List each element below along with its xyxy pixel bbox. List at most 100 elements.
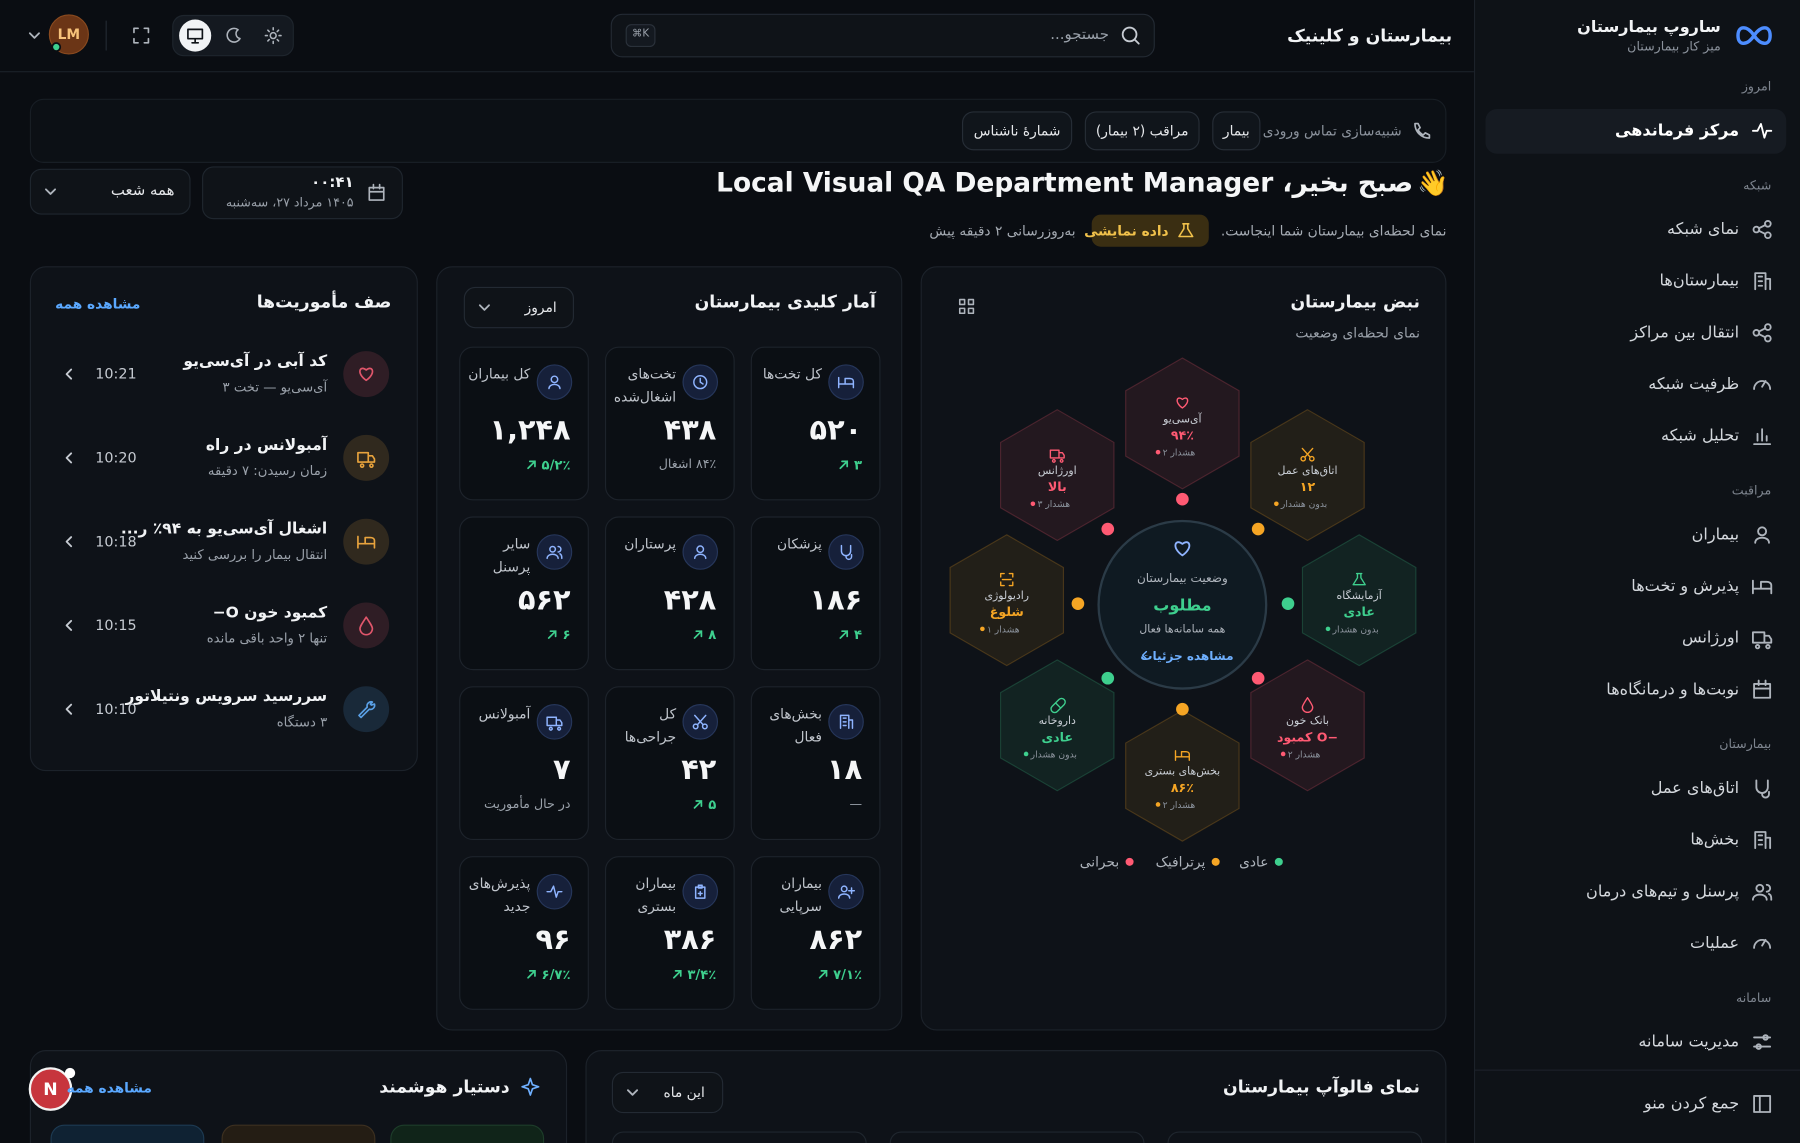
- mission-title[interactable]: کد آبی در آی‌سی‌یو: [183, 352, 328, 371]
- icon-part: [1752, 631, 1773, 650]
- topbar-separator: [105, 20, 107, 51]
- stat-delta: ۶/۷٪: [525, 965, 571, 983]
- icon-part: [1308, 455, 1315, 462]
- stat-delta: ۴: [838, 625, 862, 643]
- followup-card: [585, 1050, 1447, 1143]
- icon-part: [1753, 938, 1772, 949]
- icon-part: [958, 298, 975, 315]
- nav-item[interactable]: انتقال بین مراکز: [1630, 323, 1740, 342]
- icon: [1174, 541, 1191, 557]
- legend-dot: [1274, 857, 1283, 866]
- current-date: ۱۴۰۵ مرداد ۲۷، سه‌شنبه: [225, 194, 354, 210]
- icon: [1000, 572, 1014, 587]
- branch-select[interactable]: [29, 168, 191, 215]
- icon-part: [1141, 650, 1148, 660]
- nav-item[interactable]: بیماران: [1691, 525, 1740, 544]
- unit-status-dot: [1101, 522, 1115, 536]
- last-updated: به‌روزرسانی ۲ دقیقه پیش: [929, 222, 1076, 239]
- icon-part: [1753, 679, 1772, 699]
- unit-status-dot: [1101, 671, 1115, 685]
- call-sim-chip[interactable]: [961, 111, 1073, 151]
- search-placeholder: جستجو...: [1050, 26, 1109, 44]
- trend-arrow: [693, 630, 703, 639]
- icon-part: [65, 703, 73, 715]
- call-sim-option[interactable]: شمارهٔ ناشناس: [973, 122, 1061, 139]
- shortcut-label: K⌘: [632, 28, 650, 41]
- nav-item[interactable]: اتاق‌های عمل: [1650, 778, 1740, 798]
- nav-item[interactable]: نوبت‌ها و درمانگاه‌ها: [1606, 679, 1740, 699]
- status-label: وضعیت بیمارستان: [1137, 571, 1228, 586]
- icon-part: [1755, 1043, 1762, 1050]
- icon-part: [357, 535, 376, 549]
- icon-part: [1755, 883, 1765, 893]
- unit-status-dot: [1176, 492, 1189, 506]
- icon: [65, 703, 73, 715]
- branch-select-label[interactable]: همه شعب: [110, 182, 175, 200]
- call-sim-option[interactable]: مراقب (۲ بیمار): [1095, 122, 1189, 139]
- nav-item-active[interactable]: [1485, 109, 1787, 154]
- icon-part: [65, 536, 73, 548]
- nav-item[interactable]: بیمارستان‌ها: [1659, 271, 1740, 290]
- assistant-view-all[interactable]: مشاهده همه: [66, 1079, 152, 1096]
- sidebar-divider: [1473, 1069, 1800, 1071]
- icon-part: [1764, 219, 1772, 228]
- mission-title[interactable]: کمبود خون O−: [212, 603, 328, 622]
- unit-name: آزمایشگاه: [1337, 588, 1383, 602]
- stat-delta-value: ۴: [854, 626, 863, 643]
- assistant-title: دستیار هوشمند: [379, 1076, 510, 1097]
- missions-view-all[interactable]: مشاهده همه: [55, 296, 141, 313]
- nav-item[interactable]: نمای شبکه: [1666, 219, 1740, 239]
- period-label[interactable]: امروز: [524, 299, 557, 316]
- stat-label: بخش‌های فعال: [769, 705, 822, 745]
- stat-value: ۱,۲۴۸: [489, 413, 571, 447]
- nav-item[interactable]: عملیات: [1690, 933, 1740, 952]
- icon-part: [1174, 541, 1191, 557]
- nav-item[interactable]: ظرفیت شبکه: [1648, 374, 1740, 394]
- unit-name: بخش‌های بستری: [1145, 765, 1221, 778]
- icon: [65, 619, 73, 631]
- unit-value: ۹۴٪: [1171, 428, 1194, 443]
- nav-item[interactable]: پرسنل و تیم‌های درمان: [1586, 881, 1740, 901]
- stat-label: آمبولانس: [478, 705, 531, 722]
- unit-alerts: بدون هشدار: [1332, 624, 1379, 635]
- mission-title[interactable]: سررسید سرویس ونتیلاتور: [125, 687, 328, 706]
- stat-delta-value: ۶/۷٪: [541, 966, 571, 983]
- stat-value: ۱۸: [827, 753, 863, 787]
- stat-label: کل جراحی‌ها: [624, 705, 677, 745]
- icon: [264, 26, 282, 45]
- stat-value: ۹۶: [535, 922, 571, 957]
- nav-item[interactable]: پذیرش و تخت‌ها: [1631, 576, 1740, 596]
- icon: [1752, 219, 1772, 240]
- mission-title[interactable]: آمبولانس در راه: [205, 435, 328, 455]
- mission-icon-bg: [343, 434, 390, 481]
- call-sim-option[interactable]: بیمار: [1222, 122, 1250, 139]
- collapse-menu[interactable]: جمع کردن منو: [1643, 1094, 1740, 1113]
- nav-item[interactable]: مرکز فرماندهی: [1615, 121, 1740, 140]
- nav-item[interactable]: بخش‌ها: [1690, 830, 1740, 849]
- followup-period-label[interactable]: این ماه: [663, 1084, 705, 1101]
- mission-icon-bg: [343, 351, 390, 398]
- icon-part: [478, 304, 490, 311]
- icon: [1754, 272, 1772, 291]
- trend-arrow: [839, 460, 849, 470]
- icon-part: [1757, 526, 1768, 537]
- search-box[interactable]: [610, 13, 1155, 58]
- icon: [548, 375, 561, 390]
- icon-part: [548, 383, 561, 390]
- mission-title[interactable]: اشغال آی‌سی‌یو به ۹۴٪ ر...: [120, 519, 328, 539]
- icon-part: [269, 31, 277, 40]
- icon: [28, 32, 40, 39]
- nav-item[interactable]: مدیریت سامانه: [1638, 1032, 1740, 1051]
- nav-item[interactable]: تحلیل شبکه: [1661, 426, 1740, 445]
- unit-alert-dot: [1030, 501, 1036, 507]
- stat-label: سایر پرسنل: [492, 535, 531, 575]
- call-sim-chip[interactable]: [1212, 111, 1261, 151]
- call-sim-chip[interactable]: [1084, 111, 1200, 151]
- icon-part: [1752, 123, 1773, 139]
- nav-item[interactable]: اورژانس: [1681, 628, 1740, 647]
- unit-hexagon: [1250, 409, 1365, 542]
- stat-delta: ۳/۴٪: [671, 965, 716, 983]
- icon-part: [840, 544, 853, 561]
- icon-part: [627, 1089, 639, 1096]
